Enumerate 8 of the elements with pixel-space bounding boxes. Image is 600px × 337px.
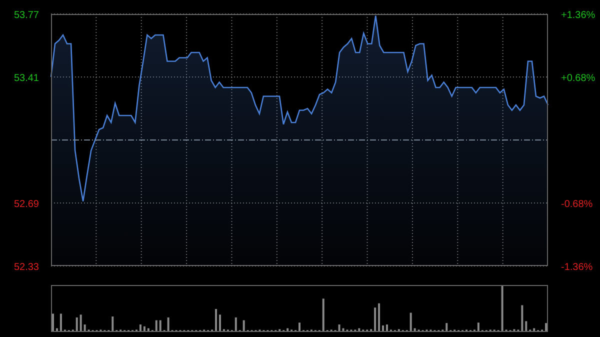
y-tick-label: 53.41 xyxy=(14,73,40,84)
y-tick-label: 52.33 xyxy=(14,262,40,273)
y-tick-label: 52.69 xyxy=(14,199,40,210)
y2-tick-label: +1.36% xyxy=(561,10,596,21)
y2-tick-label: -0.68% xyxy=(561,199,593,210)
y2-tick-label: -1.36% xyxy=(561,262,593,273)
y2-tick-label: +0.68% xyxy=(561,73,596,84)
y-tick-label: 53.77 xyxy=(14,10,40,21)
